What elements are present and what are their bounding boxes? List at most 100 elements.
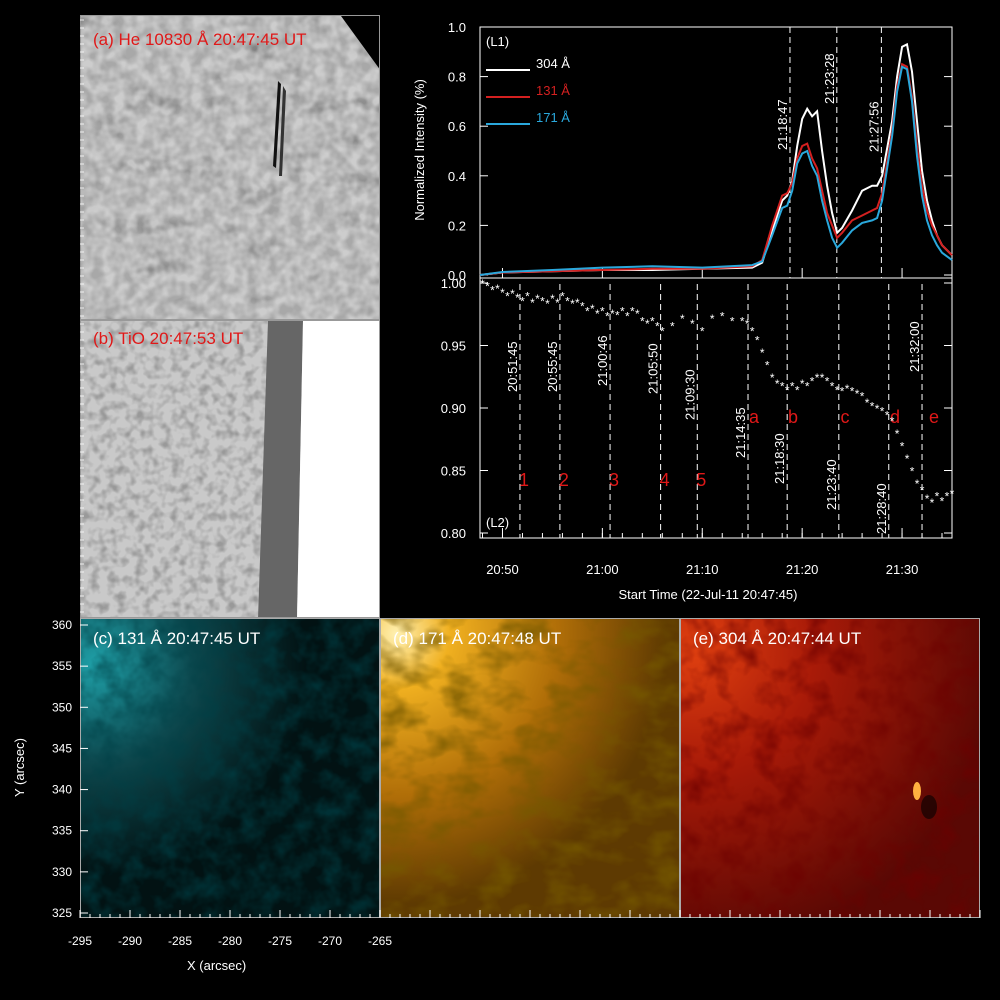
l2-marker-letter: c [841,407,850,427]
l2-point: * [670,320,675,334]
l2-point: * [485,280,490,294]
map-ytick-label: 325 [52,906,72,920]
l2-point: * [545,297,550,311]
l2-point: * [885,408,890,422]
l2-point: * [560,290,565,304]
l2-point: * [760,346,765,360]
l2-ytick-label: 0.80 [441,526,466,541]
l2-point: * [520,295,525,309]
l2-point: * [840,385,845,399]
l2-point: * [755,333,760,347]
l2-point: * [640,315,645,329]
l1-series-line [479,42,953,276]
l2-marker-number: 3 [609,470,619,490]
l2-ytick-label: 0.90 [441,401,466,416]
l2-point: * [525,290,530,304]
l2-point: * [870,400,875,414]
l2-point: * [595,307,600,321]
l2-marker-number: 2 [559,470,569,490]
tio-image [81,321,379,617]
l2-point: * [790,380,795,394]
l2-point: * [795,383,800,397]
l2-point: * [480,277,485,291]
panel-b-label: (b) TiO 20:47:53 UT [93,329,244,348]
l2-marker-label: 21:18:30 [772,433,787,484]
l2-point: * [935,490,940,504]
l2-point: * [830,380,835,394]
l2-point: * [880,405,885,419]
l2-marker-label: 21:28:40 [874,483,889,534]
l2-point: * [930,496,935,510]
map-ytick-label: 335 [52,824,72,838]
map-ytick-label: 345 [52,741,72,755]
l2-marker-number: 4 [660,470,670,490]
l2-marker-label: 21:14:35 [733,407,748,458]
l2-marker-label: 21:05:50 [646,343,661,394]
l2-point: * [535,292,540,306]
map-xtick-label: -285 [168,934,192,948]
l2-point: * [860,390,865,404]
l2-point: * [505,290,510,304]
l2-point: * [655,320,660,334]
l2-point: * [660,325,665,339]
l2-point: * [605,310,610,324]
panel-e-label: (e) 304 Å 20:47:44 UT [693,629,862,648]
l2-xlabel: Start Time (22-Jul-11 20:47:45) [619,587,798,602]
l2-point: * [800,377,805,391]
l2-point: * [940,495,945,509]
map-ytick-label: 330 [52,865,72,879]
l2-point: * [905,452,910,466]
l2-marker-label: 21:09:30 [682,369,697,420]
panel-a-label: (a) He 10830 Å 20:47:45 UT [93,30,307,49]
l2-point: * [555,296,560,310]
l2-point: * [575,296,580,310]
l2-point: * [710,312,715,326]
l2-point: * [775,377,780,391]
l2-point: * [645,317,650,331]
aia171-image [381,619,679,917]
l2-point: * [490,283,495,297]
l2-point: * [580,300,585,314]
l2-point: * [815,371,820,385]
l2-point: * [630,305,635,319]
l2-point: * [910,465,915,479]
l1-ytick-label: 0.4 [448,169,466,184]
map-xtick-label: -275 [268,934,292,948]
l1-ytick-label: 1.0 [448,20,466,35]
l2-point: * [530,296,535,310]
l2-point: * [785,383,790,397]
map-ytick-label: 360 [52,618,72,632]
l2-point: * [895,427,900,441]
l2-point: * [865,396,870,410]
panel-d-171: (d) 171 Å 20:47:48 UT [380,618,680,918]
l2-point: * [570,297,575,311]
l2-marker-label: 21:00:46 [595,335,610,386]
l2-point: * [820,371,825,385]
l2-point: * [920,483,925,497]
map-ytick-label: 340 [52,783,72,797]
map-xtick-label: -290 [118,934,142,948]
l2-xtick-label: 20:50 [486,562,519,577]
l2-point: * [515,291,520,305]
l2-point: * [900,440,905,454]
l2-point: * [805,380,810,394]
map-xlabel: X (arcsec) [187,958,247,973]
l1-legend-label: 304 Å [536,56,570,71]
l1-legend-label: 131 Å [536,83,570,98]
l2-point: * [890,415,895,429]
map-xtick-label: -280 [218,934,242,948]
l2-point: * [835,383,840,397]
l2-point: * [825,375,830,389]
l2-point: * [945,490,950,504]
l1-marker-label: 21:18:47 [775,99,790,150]
l1-tag: (L1) [486,34,509,49]
l2-point: * [720,310,725,324]
l1-ytick-label: 0.2 [448,218,466,233]
l2-point: * [765,358,770,372]
l2-marker-letter: a [749,407,760,427]
l2-point: * [495,282,500,296]
l2-point: * [600,305,605,319]
l1-ylabel: Normalized Intensity (%) [412,79,427,221]
l2-point: * [590,302,595,316]
he10830-image [81,16,379,319]
